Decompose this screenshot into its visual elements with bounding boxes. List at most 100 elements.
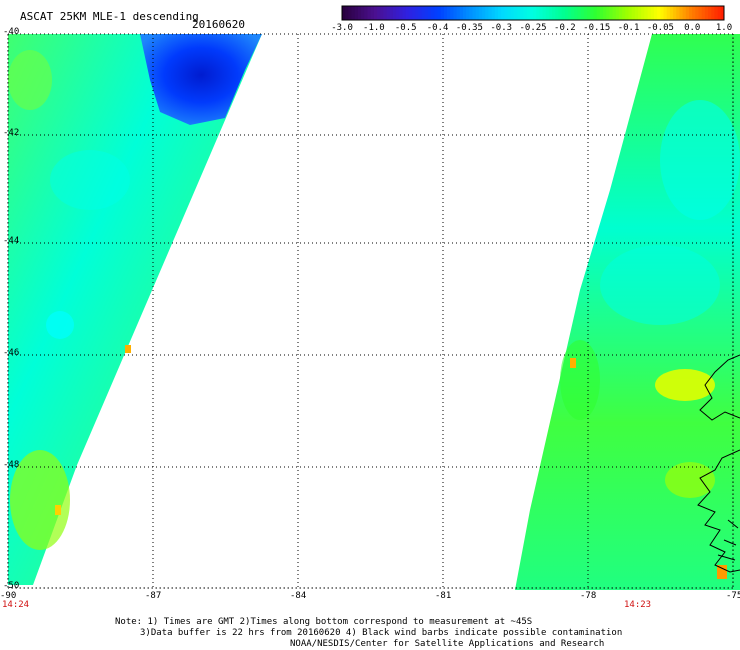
colorbar-slice [389, 6, 394, 20]
colorbar-tick-label: -0.4 [426, 23, 449, 33]
colorbar-slice [424, 6, 429, 20]
time-left-label: 14:24 [2, 600, 30, 610]
colorbar-tick-label: -1.0 [363, 23, 385, 33]
colorbar-slice [609, 6, 614, 20]
colorbar-slice [717, 6, 722, 20]
product-date: 20160620 [192, 18, 245, 31]
colorbar-slice [615, 6, 620, 20]
colorbar-slice [564, 6, 569, 20]
colorbar-slice [660, 6, 665, 20]
colorbar-border [341, 5, 725, 21]
colorbar-slice [434, 6, 438, 20]
colorbar-slice [520, 6, 524, 20]
colorbar-tick-label: -0.3 [490, 23, 513, 33]
colorbar-slice [583, 6, 588, 20]
colorbar-slice [408, 6, 413, 20]
colorbar-slice [427, 6, 432, 20]
note-line-1: Note: 1) Times are GMT 2)Times along bot… [115, 617, 533, 627]
colorbar-slice [679, 6, 684, 20]
colorbar-slice [577, 6, 582, 20]
colorbar-slice [552, 6, 556, 20]
colorbar-slice [497, 6, 502, 20]
colorbar-slice [590, 6, 594, 20]
colorbar-slice [437, 6, 442, 20]
longitude-label: -78 [580, 591, 597, 601]
colorbar-slice [377, 6, 381, 20]
map-frame [7, 33, 734, 589]
colorbar-slice [666, 6, 671, 20]
colorbar-slice [507, 6, 512, 20]
colorbar-slice [701, 6, 706, 20]
colorbar-tick-label: -0.25 [519, 23, 547, 33]
colorbar-slice [357, 6, 362, 20]
colorbar-slice [533, 6, 537, 20]
colorbar [341, 5, 725, 21]
colorbar-slice [625, 6, 629, 20]
colorbar-slice [466, 6, 470, 20]
colorbar-slice [450, 6, 454, 20]
colorbar-slice [612, 6, 617, 20]
colorbar-slice [447, 6, 451, 20]
colorbar-slice [421, 6, 426, 20]
latitude-label: -48 [3, 460, 20, 470]
colorbar-slice [488, 6, 493, 20]
colorbar-slice [695, 6, 700, 20]
time-right-label: 14:23 [624, 600, 652, 610]
longitude-label: -90 [0, 591, 17, 601]
colorbar-slice [443, 6, 448, 20]
colorbar-slice [647, 6, 652, 20]
colorbar-slice [685, 6, 690, 20]
colorbar-slice [456, 6, 461, 20]
product-title: ASCAT 25KM MLE-1 descending [20, 10, 199, 23]
colorbar-slice [459, 6, 464, 20]
colorbar-slice [704, 6, 709, 20]
colorbar-slice [539, 6, 544, 20]
colorbar-slice [462, 6, 467, 20]
colorbar-slice [386, 6, 391, 20]
colorbar-slice [644, 6, 649, 20]
colorbar-slice [501, 6, 505, 20]
colorbar-slice [440, 6, 445, 20]
colorbar-slice [475, 6, 480, 20]
colorbar-slice [536, 6, 540, 20]
colorbar-slice [383, 6, 388, 20]
colorbar-tick-label: -3.0 [331, 23, 353, 33]
colorbar-slice [431, 6, 435, 20]
latitude-label: -50 [3, 581, 20, 591]
colorbar-slice [641, 6, 645, 20]
colorbar-slice [676, 6, 680, 20]
colorbar-slice [698, 6, 703, 20]
latitude-label: -46 [3, 348, 20, 358]
colorbar-slice [599, 6, 604, 20]
colorbar-tick-label: -0.05 [646, 23, 674, 33]
colorbar-tick-label: 1.0 [715, 23, 733, 33]
colorbar-slice [504, 6, 509, 20]
colorbar-slice [526, 6, 531, 20]
latitude-label: -40 [3, 27, 20, 37]
colorbar-slice [370, 6, 375, 20]
colorbar-slice [418, 6, 423, 20]
colorbar-slice [510, 6, 515, 20]
colorbar-slice [634, 6, 639, 20]
colorbar-slice [494, 6, 499, 20]
colorbar-slice [708, 6, 712, 20]
note-line-2: 3)Data buffer is 22 hrs from 20160620 4)… [140, 628, 623, 638]
colorbar-slice [415, 6, 419, 20]
colorbar-slice [596, 6, 601, 20]
colorbar-slice [714, 6, 719, 20]
colorbar-slice [517, 6, 521, 20]
colorbar-tick-label: -0.5 [394, 23, 417, 33]
colorbar-slice [682, 6, 687, 20]
colorbar-slice [351, 6, 356, 20]
colorbar-slice [606, 6, 610, 20]
colorbar-slice [513, 6, 518, 20]
colorbar-tick-label: -0.35 [455, 23, 483, 33]
colorbar-slice [711, 6, 715, 20]
colorbar-slice [628, 6, 633, 20]
longitude-label: -84 [290, 591, 307, 601]
longitude-label: -75 [726, 591, 740, 601]
colorbar-slice [361, 6, 365, 20]
colorbar-slice [348, 6, 353, 20]
colorbar-slice [631, 6, 636, 20]
colorbar-slice [568, 6, 572, 20]
